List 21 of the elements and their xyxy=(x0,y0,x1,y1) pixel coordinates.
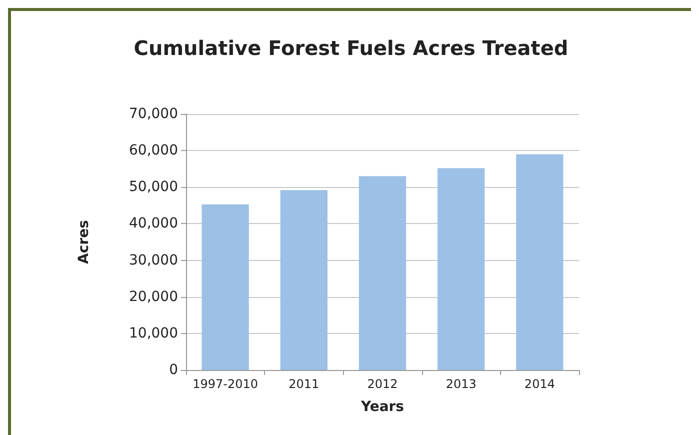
y-tick-label: 0 xyxy=(169,362,178,378)
bar xyxy=(202,204,249,370)
bar xyxy=(516,154,564,370)
y-tick-label: 60,000 xyxy=(129,142,178,159)
x-tick-label: 2014 xyxy=(524,377,555,391)
y-tick-label: 50,000 xyxy=(129,179,178,196)
x-tick-label: 2012 xyxy=(367,377,398,391)
y-tick-label: 40,000 xyxy=(129,216,178,232)
y-tick-label: 70,000 xyxy=(129,106,178,122)
bar xyxy=(438,168,485,370)
y-tick-label: 30,000 xyxy=(129,252,178,268)
y-tick-label: 20,000 xyxy=(129,288,178,305)
x-axis-title: Years xyxy=(360,399,404,415)
x-tick-label: 1997-2010 xyxy=(192,377,258,391)
x-tick-label: 2011 xyxy=(288,377,320,391)
y-axis-title: Acres xyxy=(76,220,92,264)
bar xyxy=(358,176,406,370)
x-tick-label: 2013 xyxy=(446,377,476,391)
y-tick-label: 10,000 xyxy=(129,325,178,342)
bar xyxy=(280,190,328,370)
chart-title: Cumulative Forest Fuels Acres Treated xyxy=(134,36,568,60)
